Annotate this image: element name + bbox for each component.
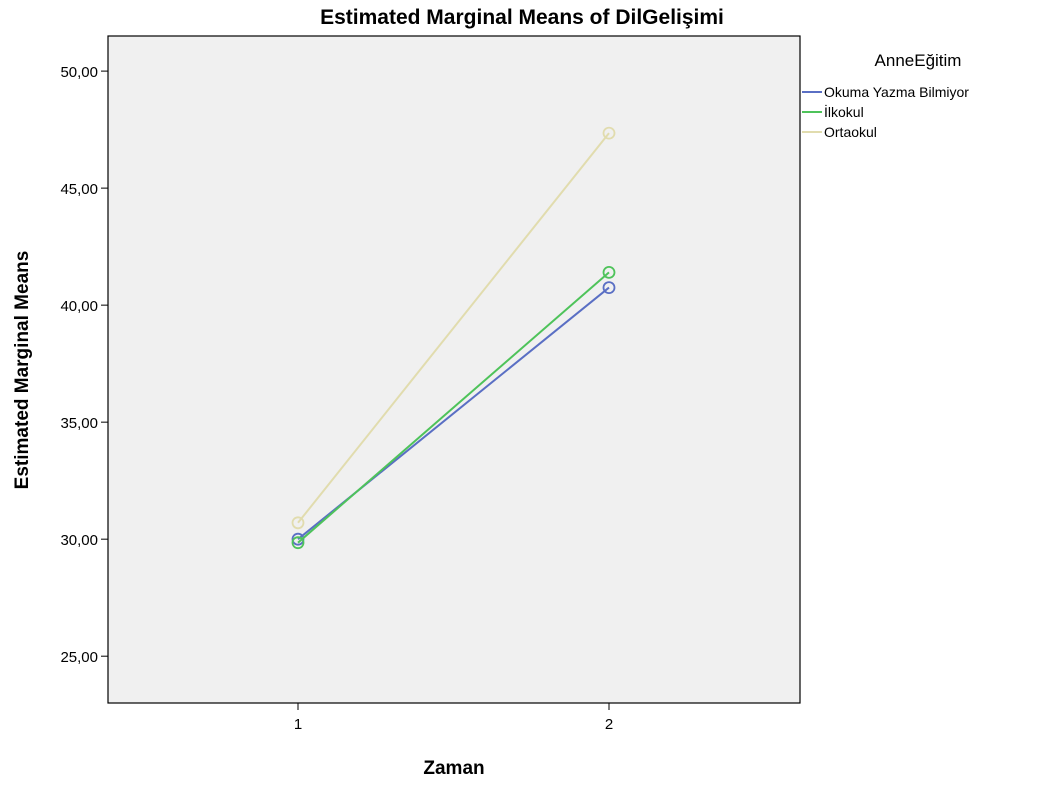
series-line xyxy=(297,271,610,544)
y-tick-label: 40,00 xyxy=(60,298,98,315)
data-point xyxy=(291,516,305,530)
data-point xyxy=(291,536,305,550)
legend-label: Okuma Yazma Bilmiyor xyxy=(824,84,969,100)
y-tick-label: 35,00 xyxy=(60,415,98,432)
legend-label: Ortaokul xyxy=(824,124,877,140)
plot-area xyxy=(107,35,801,704)
legend-title: AnneEğitim xyxy=(875,51,962,70)
legend-items: Okuma Yazma Bilmiyor İlkokul Ortaokul xyxy=(802,84,969,140)
series-ortaokul xyxy=(291,126,616,530)
legend-label: İlkokul xyxy=(824,103,864,120)
data-point xyxy=(602,281,616,294)
y-tick-label: 25,00 xyxy=(60,649,98,666)
y-axis: 25,00 30,00 35,00 40,00 45,00 50,00 xyxy=(60,64,108,666)
x-tick-label: 2 xyxy=(605,716,613,733)
y-axis-label: Estimated Marginal Means xyxy=(12,251,33,490)
series-layer xyxy=(291,126,616,550)
y-tick-label: 50,00 xyxy=(60,64,98,81)
series-line xyxy=(297,132,610,524)
y-tick-label: 45,00 xyxy=(60,181,98,198)
x-tick-label: 1 xyxy=(294,716,302,733)
chart-title: Estimated Marginal Means of DilGelişimi xyxy=(320,6,724,29)
x-axis-label: Zaman xyxy=(423,758,484,779)
legend: AnneEğitim Okuma Yazma Bilmiyor İlkokul Or… xyxy=(802,51,969,140)
data-point xyxy=(602,126,616,140)
y-tick-label: 30,00 xyxy=(60,532,98,549)
series-i̇lkokul xyxy=(291,265,616,550)
data-point xyxy=(602,265,616,279)
